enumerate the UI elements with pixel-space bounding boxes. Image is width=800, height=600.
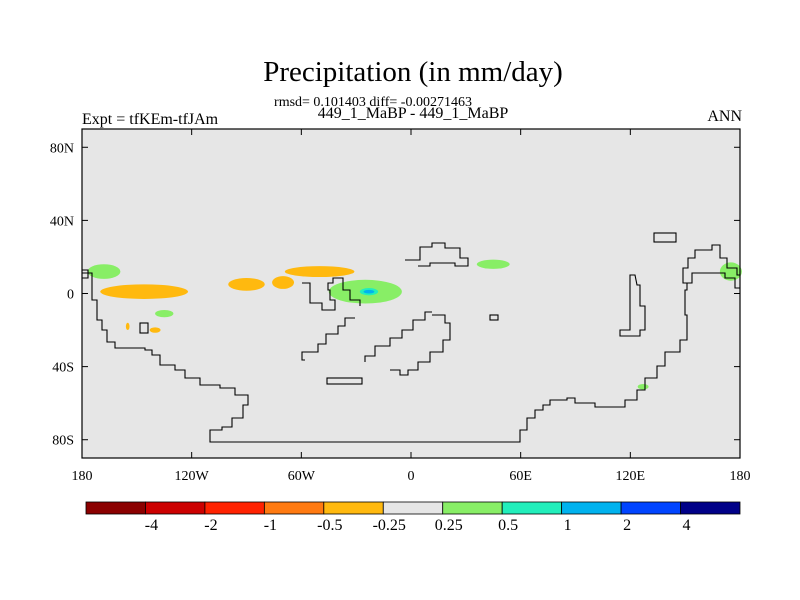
stats-subtitle: rmsd= 0.101403 diff= -0.00271463: [274, 95, 472, 110]
cases-subtitle: 449_1_MaBP - 449_1_MaBP: [317, 105, 509, 122]
coastline-island-5: [82, 269, 89, 279]
colorbar-label-3: -0.5: [317, 517, 343, 534]
coastline-island-3: [326, 377, 363, 385]
x-tick-label-2: 60W: [288, 469, 316, 484]
colorbar-swatch-5: [382, 501, 444, 515]
coastline-layer: [82, 232, 740, 443]
anomaly-region-2: [228, 277, 265, 291]
anomaly-region-12: [637, 383, 649, 390]
anomaly-region-6: [125, 322, 130, 331]
x-tick-label-5: 120E: [616, 469, 646, 484]
colorbar-swatch-4: [323, 501, 384, 515]
experiment-label: Expt = tfKEm-tfJAm: [82, 111, 219, 128]
colorbar-label-7: 1: [563, 517, 572, 534]
coastline-americas: [82, 272, 740, 443]
coastline-africa-west: [390, 314, 451, 376]
colorbar-label-4: -0.25: [372, 517, 406, 534]
y-tick-label-3: 40S: [52, 361, 74, 376]
season-label: ANN: [707, 108, 742, 125]
colorbar: [85, 501, 741, 515]
colorbar-swatch-9: [620, 501, 681, 515]
anomaly-region-1: [100, 284, 189, 299]
colorbar-label-2: -1: [263, 517, 278, 534]
colorbar-label-1: -2: [204, 517, 218, 534]
coastline-eurasia-north: [405, 242, 469, 267]
colorbar-label-0: -4: [144, 517, 159, 534]
colorbar-swatch-2: [204, 501, 265, 515]
anomaly-region-14: [363, 289, 375, 294]
colorbar-swatch-7: [501, 501, 563, 515]
anomaly-region-8: [155, 309, 174, 318]
anomaly-region-4: [272, 276, 295, 289]
y-tick-label-1: 40N: [50, 214, 74, 229]
chart-title: Precipitation (in mm/day): [263, 56, 563, 88]
coastline-island-4: [139, 322, 149, 334]
colorbar-swatch-1: [145, 501, 206, 515]
colorbar-swatch-6: [442, 501, 503, 515]
colorbar-label-5: 0.25: [434, 517, 463, 534]
anomaly-region-10: [476, 259, 510, 269]
axis-ticks: 180 120W 60W 0 60E 120E 180 80N 40N 0 40S 80S: [50, 129, 751, 484]
x-tick-label-3: 0: [408, 469, 415, 484]
colorbar-label-6: 0.5: [498, 517, 519, 534]
coastline-south-america-east: [301, 317, 355, 361]
anomaly-region-3: [284, 266, 355, 278]
x-tick-label-4: 60E: [509, 469, 532, 484]
colorbar-swatch-8: [561, 501, 622, 515]
coastline-asia-east: [682, 244, 740, 284]
colorbar-swatch-3: [263, 501, 325, 515]
colorbar-swatch-0: [85, 501, 146, 515]
colorbar-label-9: 4: [682, 517, 691, 534]
y-tick-label-4: 80S: [52, 434, 74, 449]
coastline-south-america-west: [302, 277, 361, 311]
y-tick-label-2: 0: [67, 288, 74, 303]
coastline-indonesia: [619, 274, 646, 337]
anomaly-region-7: [87, 264, 121, 279]
x-tick-label-0: 180: [72, 469, 93, 484]
coastline-africa-east: [364, 311, 432, 362]
colorbar-label-8: 2: [623, 517, 632, 534]
coastline-island-1: [653, 232, 677, 243]
anomaly-region-5: [149, 327, 161, 333]
x-tick-label-6: 180: [730, 469, 751, 484]
y-tick-label-0: 80N: [50, 141, 74, 156]
coastline-island-2: [489, 314, 499, 321]
colorbar-swatch-10: [680, 501, 741, 515]
x-tick-label-1: 120W: [175, 469, 210, 484]
